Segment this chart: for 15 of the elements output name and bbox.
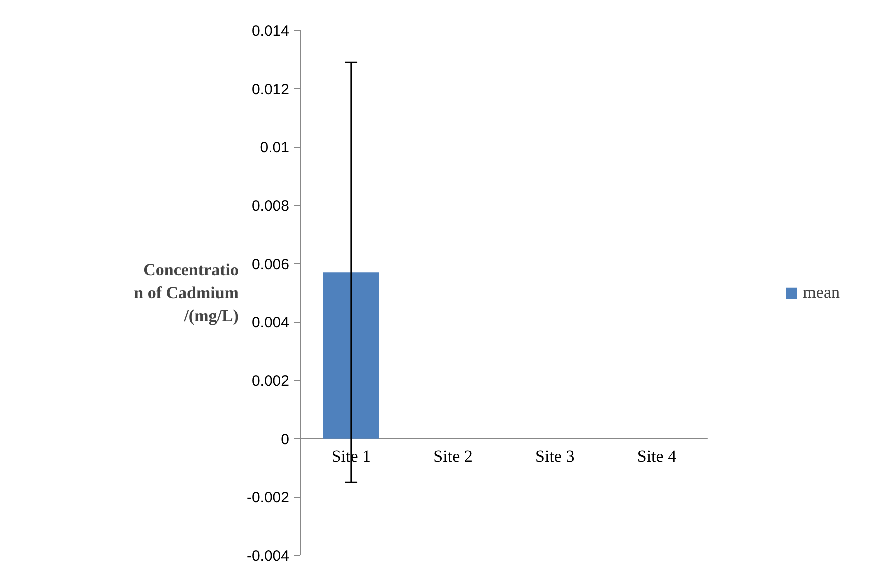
y-tick-label: 0.004 (252, 314, 290, 332)
y-tick-label: 0.014 (252, 23, 290, 40)
y-tick-label: 0.006 (252, 256, 290, 274)
legend-label: mean (803, 282, 840, 302)
y-tick-label: 0.002 (252, 373, 290, 390)
y-axis-title: Concentration of Cadmium/(mg/L) (134, 260, 239, 326)
x-tick-label: Site 2 (434, 446, 473, 466)
y-tick-label: 0.01 (260, 140, 290, 157)
y-tick-label: -0.004 (246, 548, 290, 565)
y-tick-label: 0.008 (252, 198, 290, 215)
x-tick-label: Site 3 (536, 446, 575, 466)
y-tick-label: 0 (281, 431, 290, 448)
x-tick-label: Site 4 (637, 446, 678, 466)
y-tick-label: -0.002 (246, 490, 290, 507)
y-tick-label: 0.012 (252, 81, 290, 98)
